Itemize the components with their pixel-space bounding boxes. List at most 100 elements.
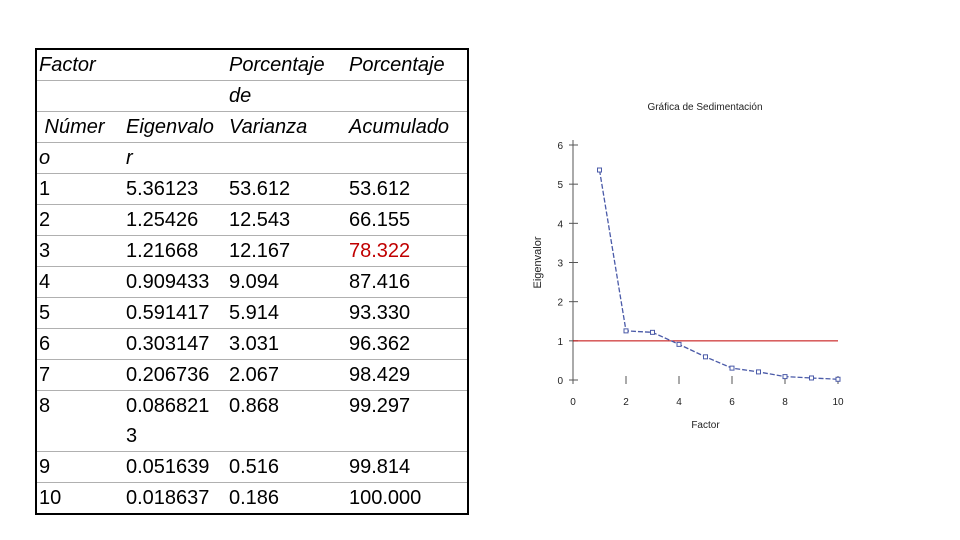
- cell-eigenvalue: 0.303147: [124, 328, 227, 360]
- cell-eigenvalue: 0.086821 3: [124, 390, 227, 452]
- table-header-row: o r: [36, 142, 468, 174]
- table-row: 4 0.909433 9.094 87.416: [36, 266, 468, 298]
- data-point: [623, 328, 629, 334]
- chart-title: Gráfica de Sedimentación: [647, 102, 762, 113]
- data-point: [703, 354, 708, 360]
- header-eigenvalor-2: r: [124, 142, 227, 174]
- cell-eigenvalue: 0.206736: [124, 359, 227, 391]
- data-point: [597, 167, 602, 173]
- table-row: 3 1.21668 12.167 78.322: [36, 235, 468, 267]
- cell-factor: 9: [36, 451, 124, 483]
- cell-porcentaje-acumulado: 87.416: [347, 266, 468, 298]
- header-factor: Factor: [36, 48, 124, 81]
- cell-eigenvalue: 0.909433: [124, 266, 227, 298]
- header-empty: [36, 80, 124, 112]
- header-porcentaje-acumulado-2: Acumulado: [347, 111, 468, 143]
- table-header-row: Númer Eigenvalo Varianza Acumulado: [36, 111, 468, 143]
- cell-factor: 10: [36, 482, 124, 515]
- x-tick-label: 6: [729, 397, 735, 408]
- header-porcentaje-varianza-1: Porcentaje: [227, 48, 347, 81]
- y-tick-label: 6: [557, 141, 563, 152]
- cell-porcentaje-varianza: 12.167: [227, 235, 347, 267]
- chart-axes: 0 1 2 3 4 5 6 0 2 4 6 8 10: [557, 140, 844, 408]
- cell-porcentaje-acumulado: 66.155: [347, 204, 468, 236]
- data-point: [782, 374, 788, 380]
- header-porcentaje-acumulado-1: Porcentaje: [347, 48, 468, 81]
- cell-factor: 4: [36, 266, 124, 298]
- x-tick-label: 8: [782, 397, 788, 408]
- header-empty: [124, 48, 227, 81]
- header-numero-2: o: [36, 142, 124, 174]
- table-row: 1 5.36123 53.612 53.612: [36, 173, 468, 205]
- y-tick-label: 1: [557, 337, 563, 348]
- x-tick-label: 10: [832, 397, 844, 408]
- x-axis-label: Factor: [691, 420, 720, 431]
- table-row: 2 1.25426 12.543 66.155: [36, 204, 468, 236]
- data-point: [650, 329, 655, 335]
- cell-eigenvalue-line-2: 3: [126, 425, 138, 447]
- cell-porcentaje-acumulado: 100.000: [347, 482, 468, 515]
- cell-eigenvalue: 1.21668: [124, 235, 227, 267]
- cell-eigenvalue: 0.018637: [124, 482, 227, 515]
- cell-porcentaje-varianza: 5.914: [227, 297, 347, 329]
- y-tick-label: 3: [557, 259, 563, 270]
- cell-factor: 1: [36, 173, 124, 205]
- table-row: 8 0.086821 3 0.868 99.297: [36, 390, 468, 452]
- cell-porcentaje-varianza: 12.543: [227, 204, 347, 236]
- y-tick-label: 5: [557, 180, 563, 191]
- cell-eigenvalue: 0.051639: [124, 451, 227, 483]
- cell-porcentaje-acumulado: 98.429: [347, 359, 468, 391]
- cell-porcentaje-acumulado: 99.297: [347, 390, 468, 452]
- y-tick-label: 0: [557, 376, 563, 387]
- eigenvalue-table: Factor Porcentaje Porcentaje de Númer Ei…: [35, 48, 469, 515]
- x-tick-label: 4: [676, 397, 682, 408]
- table-row: 7 0.206736 2.067 98.429: [36, 359, 468, 391]
- x-tick-label: 0: [570, 397, 576, 408]
- series-line: [598, 169, 839, 380]
- cell-porcentaje-varianza: 2.067: [227, 359, 347, 391]
- data-point: [835, 376, 841, 382]
- header-empty: [347, 80, 468, 112]
- cell-porcentaje-varianza: 9.094: [227, 266, 347, 298]
- cell-factor: 5: [36, 297, 124, 329]
- cell-eigenvalue: 0.591417: [124, 297, 227, 329]
- data-point: [676, 341, 682, 347]
- cell-porcentaje-varianza: 0.186: [227, 482, 347, 515]
- header-empty: [227, 142, 347, 174]
- data-point: [756, 369, 761, 375]
- header-eigenvalor-1: Eigenvalo: [124, 111, 227, 143]
- series-group: [597, 167, 841, 382]
- cell-factor: 2: [36, 204, 124, 236]
- header-porcentaje-varianza-2: de: [227, 80, 347, 112]
- data-point: [729, 365, 735, 371]
- cell-porcentaje-acumulado: 96.362: [347, 328, 468, 360]
- header-porcentaje-varianza-3: Varianza: [227, 111, 347, 143]
- table-header-row: Factor Porcentaje Porcentaje: [36, 48, 468, 81]
- table-header-row: de: [36, 80, 468, 112]
- cell-porcentaje-acumulado: 93.330: [347, 297, 468, 329]
- header-empty: [124, 80, 227, 112]
- cell-eigenvalue: 1.25426: [124, 204, 227, 236]
- x-tick-label: 2: [623, 397, 629, 408]
- table-row: 6 0.303147 3.031 96.362: [36, 328, 468, 360]
- cell-porcentaje-acumulado: 53.612: [347, 173, 468, 205]
- y-tick-label: 4: [557, 219, 563, 230]
- cell-eigenvalue-line-1: 0.086821: [126, 395, 210, 417]
- cell-factor: 3: [36, 235, 124, 267]
- cell-factor: 8: [36, 390, 124, 452]
- cell-porcentaje-varianza: 3.031: [227, 328, 347, 360]
- cell-porcentaje-acumulado-highlight: 78.322: [347, 235, 468, 267]
- cell-eigenvalue: 5.36123: [124, 173, 227, 205]
- eigenvalue-table-container: Factor Porcentaje Porcentaje de Númer Ei…: [35, 48, 469, 515]
- header-numero-1: Númer: [36, 111, 124, 143]
- table-row: 5 0.591417 5.914 93.330: [36, 297, 468, 329]
- table-row: 10 0.018637 0.186 100.000: [36, 482, 468, 515]
- header-empty: [347, 142, 468, 174]
- y-tick-label: 2: [557, 298, 563, 309]
- scree-plot: Gráfica de Sedimentación Eigenvalor Fact…: [532, 102, 844, 431]
- cell-factor: 6: [36, 328, 124, 360]
- cell-factor: 7: [36, 359, 124, 391]
- table-row: 9 0.051639 0.516 99.814: [36, 451, 468, 483]
- cell-porcentaje-varianza: 0.516: [227, 451, 347, 483]
- y-axis-label: Eigenvalor: [532, 236, 544, 288]
